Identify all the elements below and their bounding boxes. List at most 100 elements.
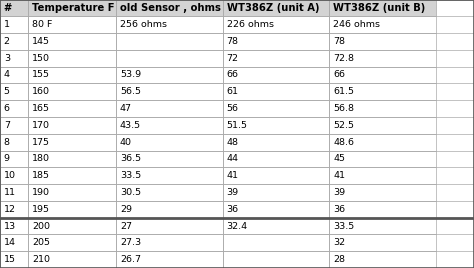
Text: 200: 200	[32, 222, 50, 230]
Text: 78: 78	[333, 37, 345, 46]
Text: 45: 45	[333, 154, 345, 163]
Bar	[329, 117, 436, 134]
Bar	[116, 201, 223, 218]
Bar	[223, 66, 329, 83]
Bar	[116, 167, 223, 184]
Bar	[116, 0, 223, 16]
Text: Temperature F: Temperature F	[32, 3, 115, 13]
Text: 36: 36	[333, 205, 346, 214]
Text: 210: 210	[32, 255, 50, 264]
Bar	[0, 0, 28, 16]
Bar	[329, 134, 436, 151]
Bar	[0, 184, 28, 201]
Text: 36: 36	[227, 205, 239, 214]
Text: 33.5: 33.5	[120, 171, 141, 180]
Text: 30.5: 30.5	[120, 188, 141, 197]
Text: 72.8: 72.8	[333, 54, 354, 63]
Text: 180: 180	[32, 154, 50, 163]
Text: 51.5: 51.5	[227, 121, 247, 130]
Bar	[223, 251, 329, 268]
Bar	[116, 151, 223, 167]
Text: 6: 6	[4, 104, 10, 113]
Text: 53.9: 53.9	[120, 70, 141, 80]
Bar	[116, 66, 223, 83]
Bar	[329, 83, 436, 100]
Bar	[0, 201, 28, 218]
Text: 11: 11	[4, 188, 16, 197]
Text: 226 ohms: 226 ohms	[227, 20, 273, 29]
Text: 10: 10	[4, 171, 16, 180]
Bar	[28, 134, 116, 151]
Bar	[223, 201, 329, 218]
Text: #: #	[4, 3, 12, 13]
Bar	[329, 218, 436, 234]
Bar	[116, 134, 223, 151]
Bar	[28, 100, 116, 117]
Bar	[28, 218, 116, 234]
Text: 39: 39	[333, 188, 346, 197]
Text: 48: 48	[227, 138, 238, 147]
Text: 36.5: 36.5	[120, 154, 141, 163]
Bar	[329, 184, 436, 201]
Bar	[116, 117, 223, 134]
Bar	[116, 83, 223, 100]
Text: 32: 32	[333, 238, 346, 247]
Text: 14: 14	[4, 238, 16, 247]
Bar	[28, 50, 116, 66]
Text: 41: 41	[333, 171, 345, 180]
Bar	[329, 151, 436, 167]
Bar	[0, 33, 28, 50]
Text: 2: 2	[4, 37, 10, 46]
Bar	[223, 151, 329, 167]
Bar	[0, 167, 28, 184]
Text: 13: 13	[4, 222, 16, 230]
Text: 48.6: 48.6	[333, 138, 354, 147]
Text: 246 ohms: 246 ohms	[333, 20, 380, 29]
Text: 66: 66	[333, 70, 345, 80]
Text: 155: 155	[32, 70, 50, 80]
Bar	[223, 33, 329, 50]
Bar	[223, 167, 329, 184]
Text: 72: 72	[227, 54, 238, 63]
Text: 56.5: 56.5	[120, 87, 141, 96]
Bar	[28, 251, 116, 268]
Bar	[28, 167, 116, 184]
Bar	[0, 151, 28, 167]
Bar	[329, 50, 436, 66]
Text: 32.4: 32.4	[227, 222, 248, 230]
Bar	[0, 218, 28, 234]
Text: 33.5: 33.5	[333, 222, 355, 230]
Text: 27.3: 27.3	[120, 238, 141, 247]
Text: 190: 190	[32, 188, 50, 197]
Text: 12: 12	[4, 205, 16, 214]
Bar	[28, 16, 116, 33]
Text: 165: 165	[32, 104, 50, 113]
Bar	[223, 16, 329, 33]
Text: 185: 185	[32, 171, 50, 180]
Text: 56: 56	[227, 104, 238, 113]
Bar	[329, 0, 436, 16]
Bar	[223, 218, 329, 234]
Bar	[0, 117, 28, 134]
Text: 43.5: 43.5	[120, 121, 141, 130]
Text: 78: 78	[227, 37, 238, 46]
Bar	[28, 151, 116, 167]
Text: 205: 205	[32, 238, 50, 247]
Bar	[0, 50, 28, 66]
Bar	[329, 16, 436, 33]
Text: 39: 39	[227, 188, 239, 197]
Text: 256 ohms: 256 ohms	[120, 20, 167, 29]
Bar	[28, 201, 116, 218]
Bar	[28, 234, 116, 251]
Bar	[116, 16, 223, 33]
Text: 7: 7	[4, 121, 10, 130]
Bar	[116, 234, 223, 251]
Text: 3: 3	[4, 54, 10, 63]
Bar	[28, 184, 116, 201]
Text: 5: 5	[4, 87, 10, 96]
Text: 56.8: 56.8	[333, 104, 354, 113]
Text: 4: 4	[4, 70, 10, 80]
Bar	[28, 66, 116, 83]
Bar	[329, 234, 436, 251]
Bar	[223, 50, 329, 66]
